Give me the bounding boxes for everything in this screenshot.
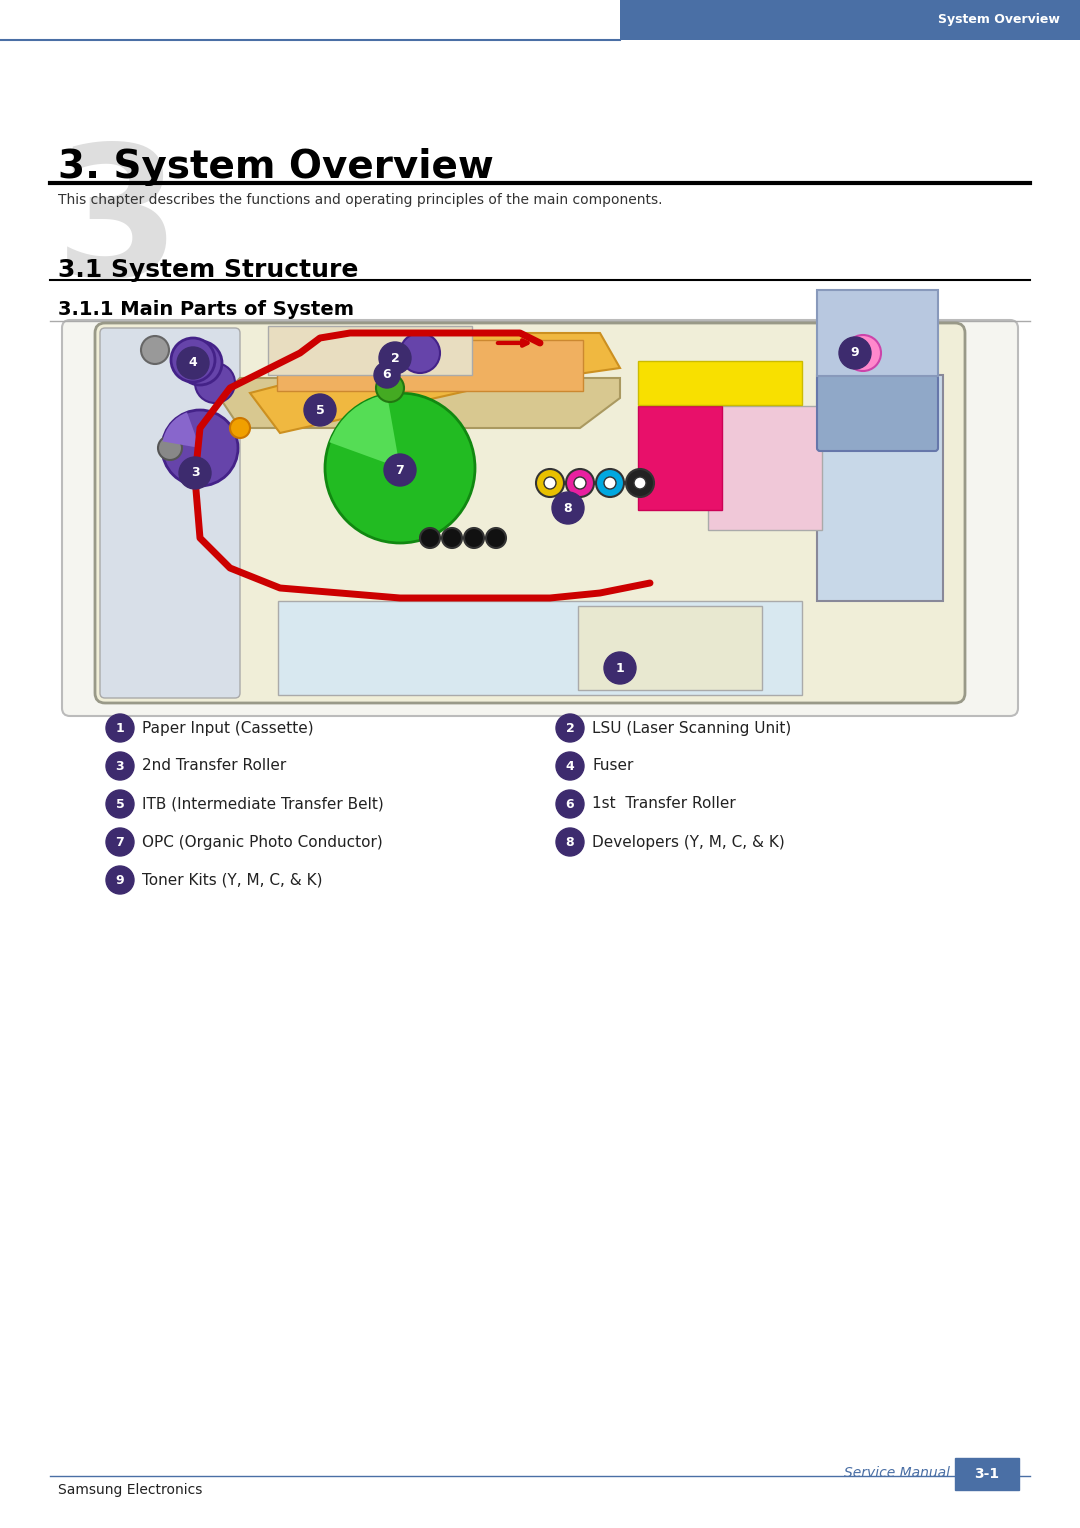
Wedge shape [329,394,400,468]
FancyBboxPatch shape [638,406,723,510]
Text: 4: 4 [566,759,575,773]
FancyBboxPatch shape [268,325,472,374]
Circle shape [566,469,594,497]
Text: 2: 2 [566,721,575,735]
Circle shape [106,790,134,817]
Text: 3. System Overview: 3. System Overview [58,148,494,186]
Circle shape [573,477,586,489]
Text: 3.1 System Structure: 3.1 System Structure [58,258,359,283]
Text: 3.1.1 Main Parts of System: 3.1.1 Main Parts of System [58,299,354,319]
Text: 2nd Transfer Roller: 2nd Transfer Roller [141,758,286,773]
Circle shape [230,419,249,439]
FancyBboxPatch shape [638,361,802,405]
Circle shape [486,529,507,549]
FancyBboxPatch shape [708,406,822,530]
Circle shape [178,341,222,385]
Text: 5: 5 [116,798,124,810]
Circle shape [106,752,134,779]
FancyBboxPatch shape [62,319,1018,717]
Circle shape [845,335,881,371]
Text: Service Manual: Service Manual [843,1465,950,1481]
Text: This chapter describes the functions and operating principles of the main compon: This chapter describes the functions and… [58,193,662,206]
Polygon shape [249,333,620,432]
FancyBboxPatch shape [816,374,939,451]
Text: Samsung Electronics: Samsung Electronics [58,1484,202,1497]
Text: 3: 3 [116,759,124,773]
Text: 7: 7 [395,463,404,477]
Circle shape [195,364,235,403]
Text: Toner Kits (Y, M, C, & K): Toner Kits (Y, M, C, & K) [141,872,323,888]
Circle shape [604,477,616,489]
FancyBboxPatch shape [620,0,1080,40]
Circle shape [634,477,646,489]
Circle shape [106,828,134,856]
Wedge shape [163,413,200,448]
Text: OPC (Organic Photo Conductor): OPC (Organic Photo Conductor) [141,834,382,850]
Circle shape [596,469,624,497]
Text: Developers (Y, M, C, & K): Developers (Y, M, C, & K) [592,834,785,850]
FancyBboxPatch shape [955,1458,1020,1490]
Circle shape [171,338,215,382]
Text: 3: 3 [191,466,200,480]
Circle shape [442,529,462,549]
Text: 9: 9 [116,874,124,886]
Text: System Overview: System Overview [939,14,1059,26]
Text: 8: 8 [566,836,575,848]
Circle shape [556,714,584,743]
Circle shape [536,469,564,497]
Circle shape [374,362,400,388]
FancyBboxPatch shape [100,329,240,698]
Circle shape [556,752,584,779]
Text: 6: 6 [382,368,391,382]
FancyBboxPatch shape [578,607,762,691]
Text: 2: 2 [391,351,400,365]
Circle shape [544,477,556,489]
Circle shape [839,338,870,368]
Circle shape [177,347,210,379]
FancyBboxPatch shape [276,341,583,391]
Circle shape [464,529,484,549]
Circle shape [400,333,440,373]
Circle shape [141,336,168,364]
Polygon shape [220,377,620,428]
Circle shape [179,457,211,489]
Text: Fuser: Fuser [592,758,633,773]
FancyBboxPatch shape [278,601,802,695]
Circle shape [384,454,416,486]
Text: 4: 4 [189,356,198,370]
Circle shape [604,652,636,685]
Circle shape [376,374,404,402]
Text: 1st  Transfer Roller: 1st Transfer Roller [592,796,735,811]
Text: 1: 1 [616,662,624,674]
Circle shape [106,866,134,894]
FancyBboxPatch shape [95,322,966,703]
Text: LSU (Laser Scanning Unit): LSU (Laser Scanning Unit) [592,721,792,735]
Circle shape [626,469,654,497]
Circle shape [556,790,584,817]
Text: Paper Input (Cassette): Paper Input (Cassette) [141,721,313,735]
Circle shape [162,410,238,486]
Circle shape [158,435,183,460]
Text: ITB (Intermediate Transfer Belt): ITB (Intermediate Transfer Belt) [141,796,383,811]
Text: 5: 5 [315,403,324,417]
Polygon shape [270,329,450,342]
Circle shape [379,342,411,374]
Circle shape [420,529,440,549]
Text: 9: 9 [851,347,860,359]
Circle shape [556,828,584,856]
Circle shape [552,492,584,524]
Text: 3: 3 [55,138,180,313]
Text: 7: 7 [116,836,124,848]
FancyBboxPatch shape [816,374,943,601]
Text: 1: 1 [116,721,124,735]
Circle shape [325,393,475,542]
Text: 3-1: 3-1 [974,1467,1000,1481]
Circle shape [106,714,134,743]
Text: 8: 8 [564,501,572,515]
Circle shape [303,394,336,426]
Text: 6: 6 [566,798,575,810]
FancyBboxPatch shape [816,290,939,376]
